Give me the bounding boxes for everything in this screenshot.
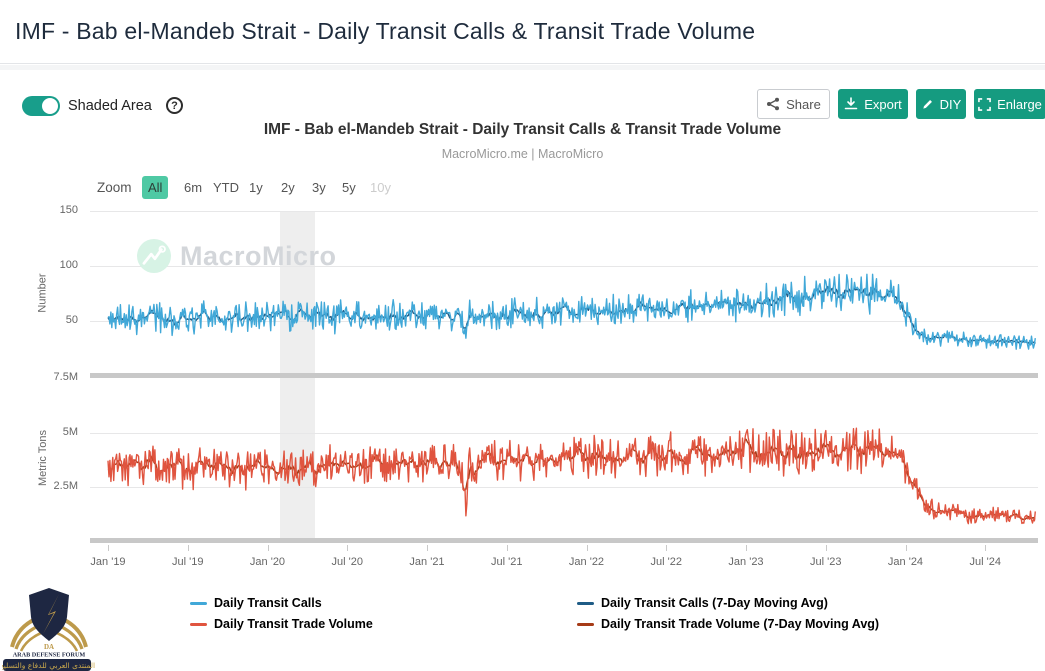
x-axis-tick-label: Jul '19 — [172, 556, 204, 568]
x-axis-tick — [427, 545, 428, 551]
macromicro-logo-icon — [137, 239, 171, 273]
arab-defense-forum-watermark: DA ARAB DEFENSE FORUM المنتدى العربي للد… — [0, 585, 102, 671]
wing-right-icon — [51, 613, 88, 648]
gridline — [90, 211, 1038, 212]
y-axis-tick-label: 2.5M — [53, 480, 78, 492]
x-axis-tick-label: Jan '19 — [90, 556, 126, 568]
zoom-option-10y: 10y — [370, 180, 391, 195]
x-axis-tick — [108, 545, 109, 551]
chart-title: IMF - Bab el-Mandeb Strait - Daily Trans… — [263, 121, 782, 138]
series-line-daily-transit-calls — [107, 273, 1036, 350]
shaded-area-label: Shaded Area — [68, 98, 152, 114]
panel-separator-top — [90, 373, 1038, 378]
zoom-option-1y[interactable]: 1y — [249, 180, 263, 195]
x-axis-tick — [825, 545, 827, 551]
chart-subtitle: MacroMicro.me | MacroMicro — [441, 147, 604, 161]
x-axis-tick-label: Jul '20 — [331, 556, 363, 568]
y-axis-tick-label: 50 — [65, 314, 78, 326]
header-divider — [0, 65, 1045, 70]
x-axis-tick — [187, 545, 189, 551]
enlarge-label: Enlarge — [997, 96, 1042, 112]
share-label: Share — [786, 96, 821, 112]
legend-marker — [577, 622, 594, 626]
x-axis-tick — [985, 545, 987, 551]
x-axis-tick — [586, 545, 588, 551]
shield-icon — [29, 588, 69, 641]
share-button[interactable]: Share — [757, 89, 830, 119]
legend-marker — [577, 601, 594, 605]
x-axis-tick — [506, 545, 508, 551]
y-axis-tick-label: 5M — [62, 426, 78, 438]
panel-separator-bottom — [90, 538, 1038, 543]
series-line-daily-transit-trade-volume — [107, 427, 1036, 525]
y-axis-title-metric-tons: Metric Tons — [37, 429, 50, 487]
lightning-icon — [43, 594, 59, 634]
diy-button[interactable]: DIY — [916, 89, 966, 119]
share-icon — [767, 97, 780, 111]
zoom-option-5y[interactable]: 5y — [342, 180, 356, 195]
series-line-daily-transit-calls-7-day-moving-avg- — [107, 286, 1036, 345]
legend-item-trade-volume-ma[interactable]: Daily Transit Trade Volume (7-Day Moving… — [577, 617, 879, 631]
page-title: IMF - Bab el-Mandeb Strait - Daily Trans… — [15, 18, 756, 44]
legend-item-transit-calls-ma[interactable]: Daily Transit Calls (7-Day Moving Avg) — [577, 596, 828, 610]
enlarge-icon — [978, 97, 991, 111]
pencil-icon — [922, 99, 932, 109]
enlarge-button[interactable]: Enlarge — [974, 89, 1045, 119]
window-header: IMF - Bab el-Mandeb Strait - Daily Trans… — [0, 0, 1045, 64]
x-axis-tick-label: Jan '22 — [568, 556, 605, 568]
zoom-option-all[interactable]: All — [142, 176, 169, 199]
series-line-daily-transit-trade-volume-7-day-moving-avg- — [107, 438, 1036, 521]
x-axis-tick-label: Jan '23 — [728, 556, 764, 568]
export-button[interactable]: Export — [838, 89, 908, 119]
x-axis-tick — [905, 545, 907, 551]
zoom-option-6m[interactable]: 6m — [184, 180, 203, 195]
y-axis-tick-label: 100 — [59, 259, 78, 271]
x-axis-tick — [347, 545, 349, 551]
legend-item-trade-volume[interactable]: Daily Transit Trade Volume — [190, 617, 373, 631]
x-axis-tick — [267, 545, 269, 551]
gridline — [90, 487, 1038, 488]
x-axis-tick-label: Jul '23 — [810, 556, 842, 568]
y-axis-tick-label: 7.5M — [53, 371, 78, 383]
svg-text:ARAB DEFENSE FORUM: ARAB DEFENSE FORUM — [13, 652, 86, 659]
legend-item-transit-calls[interactable]: Daily Transit Calls — [190, 596, 322, 610]
export-label: Export — [864, 96, 902, 112]
help-icon[interactable]: ? — [166, 97, 183, 114]
x-axis-tick-label: Jan '24 — [887, 556, 924, 568]
download-icon — [844, 97, 858, 110]
wing-left-icon — [10, 613, 47, 648]
gridline — [90, 433, 1038, 434]
gridline — [90, 266, 1038, 267]
zoom-option-3y[interactable]: 3y — [312, 180, 326, 195]
legend-marker — [190, 601, 207, 605]
x-axis-tick — [666, 545, 668, 551]
y-axis-tick-label: 150 — [59, 204, 78, 216]
svg-text:المنتدى العربي للدفاع والتسليح: المنتدى العربي للدفاع والتسليح — [2, 661, 95, 670]
zoom-range-label: Zoom — [97, 180, 132, 195]
x-axis-tick-label: Jul '21 — [491, 556, 523, 568]
legend-marker — [190, 622, 207, 626]
x-axis-tick — [746, 545, 747, 551]
x-axis-tick-label: Jan '21 — [409, 556, 445, 568]
svg-text:DA: DA — [44, 643, 54, 651]
zoom-option-ytd[interactable]: YTD — [213, 180, 239, 195]
zoom-option-2y[interactable]: 2y — [281, 180, 295, 195]
x-axis-tick-label: Jan '20 — [249, 556, 286, 568]
y-axis-title-number: Number — [37, 273, 49, 313]
shaded-area-toggle[interactable] — [22, 96, 60, 116]
diy-label: DIY — [939, 96, 962, 112]
x-axis-tick-label: Jul '24 — [969, 556, 1001, 568]
gridline — [90, 321, 1038, 322]
x-axis-tick-label: Jul '22 — [650, 556, 682, 568]
toggle-knob — [42, 98, 58, 114]
